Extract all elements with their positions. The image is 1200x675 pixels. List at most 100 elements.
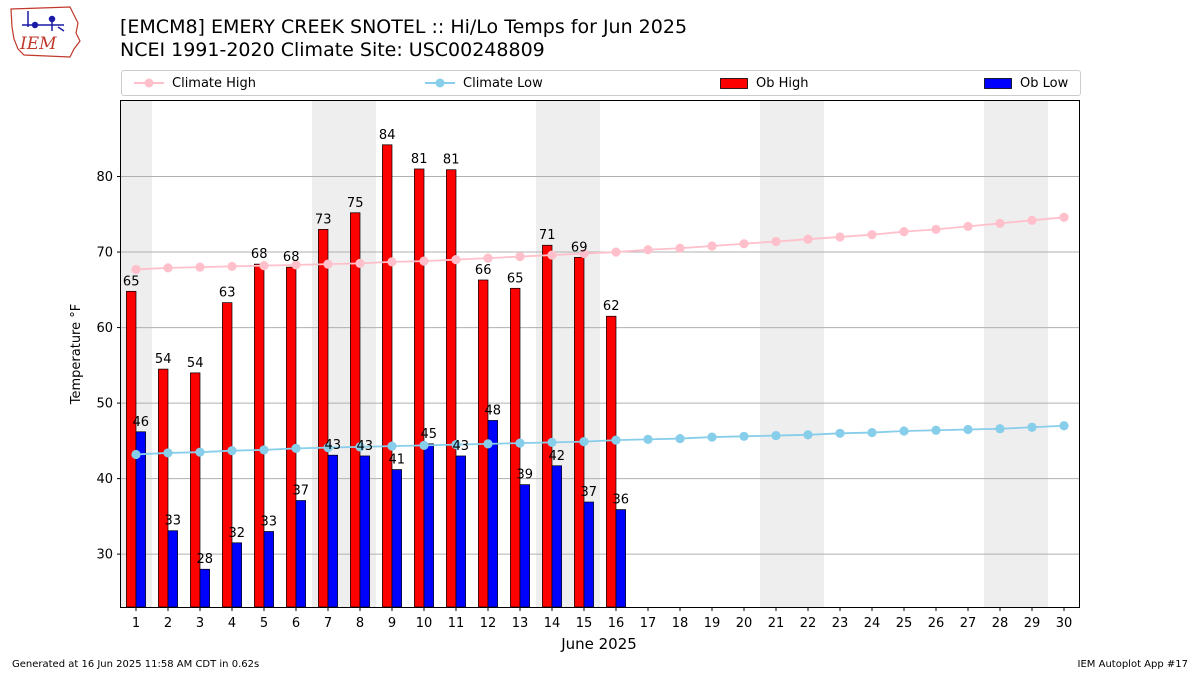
ob-high-bar: [126, 290, 137, 608]
legend-label: Ob Low: [1020, 75, 1069, 91]
x-tick-label: 21: [768, 616, 785, 631]
ob-high-label: 71: [539, 228, 556, 243]
climate-high-point: [451, 254, 461, 265]
weekend-band: [984, 101, 1048, 607]
ob-low-bar: [551, 465, 562, 608]
ob-high-bar: [606, 315, 617, 608]
ob-low-bar: [199, 568, 210, 608]
ob-high-label: 81: [411, 152, 428, 167]
climate-low-point: [419, 440, 429, 450]
ob-low-bar: [487, 420, 498, 608]
x-tick-label: 23: [832, 616, 849, 631]
x-tick-label: 22: [800, 616, 817, 631]
climate-high-point: [1059, 212, 1069, 222]
climate-low-point: [195, 447, 205, 457]
climate-high-point: [163, 263, 173, 273]
ob-low-bar: [263, 531, 274, 608]
climate-low-point: [579, 437, 589, 447]
x-tick-label: 6: [292, 616, 300, 631]
climate-low-point: [995, 424, 1005, 434]
ob-low-label: 39: [517, 468, 534, 483]
climate-low-point: [131, 449, 141, 460]
ob-low-bar: [583, 501, 594, 608]
climate-high-point: [899, 227, 909, 237]
x-tick-label: 17: [640, 616, 657, 631]
climate-low-point: [483, 439, 493, 449]
x-tick-label: 18: [672, 616, 689, 631]
ob-high-label: 54: [187, 356, 204, 371]
ob-high-bar: [190, 372, 201, 608]
climate-low-point: [867, 427, 877, 438]
x-tick-label: 15: [576, 616, 593, 631]
ob-high-bar: [318, 229, 329, 608]
ob-high-label: 63: [219, 286, 236, 301]
x-axis-label: June 2025: [560, 635, 637, 653]
x-tick-label: 26: [928, 616, 945, 631]
ob-high-label: 65: [507, 271, 524, 286]
climate-high-line: [135, 216, 1065, 271]
ob-low-label: 46: [133, 415, 150, 430]
climate-high-point: [643, 245, 653, 255]
climate-high-point: [675, 243, 685, 253]
x-tick-label: 3: [196, 616, 204, 631]
x-tick-label: 13: [512, 616, 529, 631]
x-tick-label: 5: [260, 616, 268, 631]
climate-low-point: [803, 430, 813, 440]
bar-swatch-icon: [984, 77, 1012, 89]
climate-low-point: [1027, 422, 1037, 432]
ob-high-bar: [414, 168, 425, 608]
ob-high-label: 73: [315, 212, 332, 227]
ob-low-bar: [615, 509, 626, 608]
ob-high-label: 66: [475, 263, 492, 278]
x-tick-label: 4: [228, 616, 236, 631]
climate-low-point: [259, 445, 269, 455]
chart-subtitle: NCEI 1991-2020 Climate Site: USC00248809: [120, 39, 545, 61]
climate-high-point: [835, 232, 845, 242]
x-tick-label: 24: [864, 616, 881, 631]
ob-high-bar: [286, 266, 297, 608]
y-axis: 30 40 50 60 70 80: [96, 170, 121, 563]
climate-lines: [131, 212, 1069, 460]
legend-climate-low: Climate Low: [425, 71, 543, 95]
climate-low-point: [835, 428, 845, 438]
climate-low-point: [163, 448, 173, 458]
y-tick-label: 60: [96, 321, 113, 336]
climate-high-point: [611, 247, 621, 257]
ob-low-label: 43: [357, 439, 374, 454]
climate-low-point: [547, 437, 557, 447]
climate-low-point: [611, 435, 621, 445]
ob-low-bar: [167, 530, 178, 608]
climate-high-point: [771, 236, 781, 247]
logo-text: IEM: [19, 34, 57, 54]
ob-low-bar: [455, 455, 466, 608]
ob-high-label: 84: [379, 128, 396, 143]
climate-high-point: [547, 250, 557, 260]
ob-high-bar: [542, 244, 553, 608]
chart-title: [EMCM8] EMERY CREEK SNOTEL :: Hi/Lo Temp…: [120, 16, 688, 38]
x-tick-label: 10: [416, 616, 433, 631]
ob-low-label: 48: [485, 403, 502, 418]
climate-high-point: [579, 248, 589, 259]
climate-low-point: [515, 438, 525, 448]
climate-low-point: [739, 431, 749, 441]
ob-low-label: 42: [549, 449, 566, 464]
climate-high-point: [355, 258, 365, 268]
ob-high-label: 68: [283, 250, 300, 265]
app-credit: IEM Autoplot App #17: [1077, 659, 1188, 670]
climate-high-point: [515, 251, 525, 262]
ob-low-bar: [423, 443, 434, 608]
ob-high-bar: [350, 212, 361, 608]
x-tick-label: 29: [1024, 616, 1041, 631]
x-axis: 1 2 3 4 5 6 7 8 9 10 11 12 13 14 15 16 17 18 19 20 21 22 23 24 2…: [132, 607, 1072, 631]
climate-low-point: [931, 425, 941, 435]
y-tick-label: 80: [96, 170, 113, 185]
ob-low-bar: [295, 500, 306, 608]
ob-low-label: 37: [293, 484, 310, 499]
ob-high-bar: [254, 263, 265, 608]
x-tick-label: 2: [164, 616, 172, 631]
climate-high-point: [259, 261, 269, 271]
ob-low-bar: [231, 542, 242, 608]
climate-low-point: [291, 443, 301, 454]
climate-high-point: [931, 224, 941, 234]
